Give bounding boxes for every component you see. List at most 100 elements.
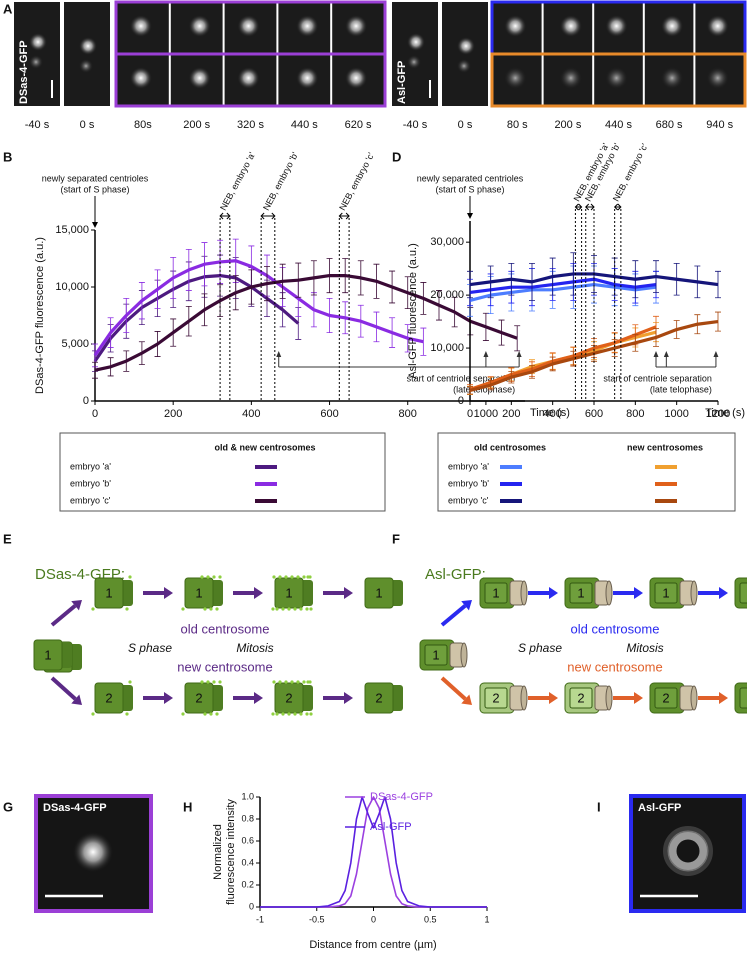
- panel-letter: D: [392, 149, 401, 164]
- time-label: 0 s: [458, 119, 473, 131]
- pcm-dot: [309, 607, 313, 611]
- probe-label: DSas-4-GFP: [18, 40, 30, 104]
- pcm-dot: [287, 712, 291, 716]
- spot: [29, 33, 47, 51]
- x-tick-label: 0.5: [424, 914, 437, 924]
- spot: [661, 15, 684, 37]
- arrow-head: [483, 351, 489, 357]
- y-tick-label: 1.0: [241, 791, 254, 801]
- arrow-head: [461, 600, 472, 611]
- centrosome: [94, 577, 124, 609]
- pcm-dot: [271, 607, 275, 611]
- arrow-head: [467, 213, 473, 219]
- spot: [345, 67, 368, 89]
- x-tick-label: 1000: [664, 408, 688, 420]
- centriole-number: 2: [492, 690, 499, 705]
- y-tick-label: 15,000: [55, 224, 89, 236]
- centrosome: [33, 639, 63, 671]
- spot: [296, 67, 319, 89]
- pcm-dot: [302, 680, 306, 684]
- pcm-dot: [218, 680, 222, 684]
- diagram-label: new centrosome: [177, 659, 272, 674]
- arrow-head: [516, 351, 522, 357]
- arrow-head: [254, 692, 263, 704]
- centriole-number: 1: [105, 585, 112, 600]
- time-label: -40 s: [403, 119, 428, 131]
- separation-label: start of centriole separation: [407, 373, 516, 383]
- error-bar: [514, 325, 521, 352]
- pcm-dot: [293, 607, 297, 611]
- arrow-head: [549, 692, 558, 704]
- pcm-dot: [309, 712, 313, 716]
- diagram-label: old centrosome: [181, 621, 270, 636]
- arrow-head: [254, 587, 263, 599]
- y-tick-label: 0: [458, 395, 464, 407]
- pcm-dot: [209, 607, 213, 611]
- pcm-dot: [290, 680, 294, 684]
- chart: [91, 229, 525, 405]
- error-bar: [715, 270, 721, 299]
- pcm-dot: [302, 575, 306, 579]
- x-tick-label: 400: [543, 408, 561, 420]
- spot: [296, 15, 319, 37]
- pcm-dot: [91, 712, 95, 716]
- spot: [188, 15, 211, 37]
- centriole: [484, 687, 508, 709]
- time-label: 940 s: [706, 119, 733, 131]
- panel-letter: G: [3, 799, 13, 814]
- spot: [407, 55, 421, 69]
- y-tick-label: 0.4: [241, 857, 254, 867]
- centriole: [484, 582, 508, 604]
- chart: [256, 796, 488, 911]
- phase-label: S phase: [128, 641, 172, 655]
- spot: [129, 67, 152, 89]
- legend-label: DSas-4-GFP: [370, 791, 433, 803]
- legend-label: embryo 'c': [70, 495, 111, 505]
- legend-box: [59, 432, 386, 512]
- y-axis-label: DSas-4-GFP fluorescence (a.u.): [34, 237, 46, 394]
- x-tick-label: 800: [399, 408, 417, 420]
- pcm-dot: [306, 680, 310, 684]
- ring-halo: [663, 826, 713, 876]
- frame: [114, 52, 387, 108]
- centriole-number: 2: [577, 690, 584, 705]
- y-tick-label: 0: [249, 901, 254, 911]
- centriole-end: [690, 685, 698, 711]
- pcm-dot: [215, 607, 219, 611]
- pcm-dot: [306, 575, 310, 579]
- panel-letter: A: [3, 1, 13, 16]
- pcm-dot: [275, 607, 279, 611]
- spot: [457, 59, 471, 73]
- probe-label: DSas-4-GFP: [43, 802, 107, 814]
- image-strip: [14, 0, 387, 108]
- neb-arrow: [574, 203, 583, 211]
- centriole-end: [605, 580, 613, 606]
- legend-group-title: new centrosomes: [627, 442, 703, 452]
- x-tick-label: 400: [242, 408, 260, 420]
- y-axis-label: Asl-GFP fluorescence (a.u.): [407, 243, 419, 379]
- panel-letter: H: [183, 799, 192, 814]
- pcm-dot: [281, 607, 285, 611]
- series-line: [260, 796, 487, 908]
- x-axis-label: Time (s): [705, 407, 745, 419]
- pcm-dot: [287, 607, 291, 611]
- probe-label: Asl-GFP: [638, 802, 681, 814]
- pcm-dot: [296, 680, 300, 684]
- arrow-head: [549, 587, 558, 599]
- pcm-dot: [200, 575, 204, 579]
- arrow-head: [344, 587, 353, 599]
- phase-label: S phase: [518, 641, 562, 655]
- ring: [667, 830, 709, 872]
- centrosome: [94, 682, 124, 714]
- arrow-head: [461, 694, 472, 705]
- arrow: [440, 604, 467, 627]
- neb-arrow: [338, 212, 350, 220]
- centriole: [569, 687, 593, 709]
- separation-label: start of centriole separation: [603, 373, 712, 383]
- pcm-dot: [91, 607, 95, 611]
- x-tick-label: 0: [467, 408, 473, 420]
- pcm-dot: [212, 680, 216, 684]
- annotation: (start of S phase): [435, 184, 504, 194]
- pcm-dot: [181, 607, 185, 611]
- x-tick-label: 1: [484, 914, 489, 924]
